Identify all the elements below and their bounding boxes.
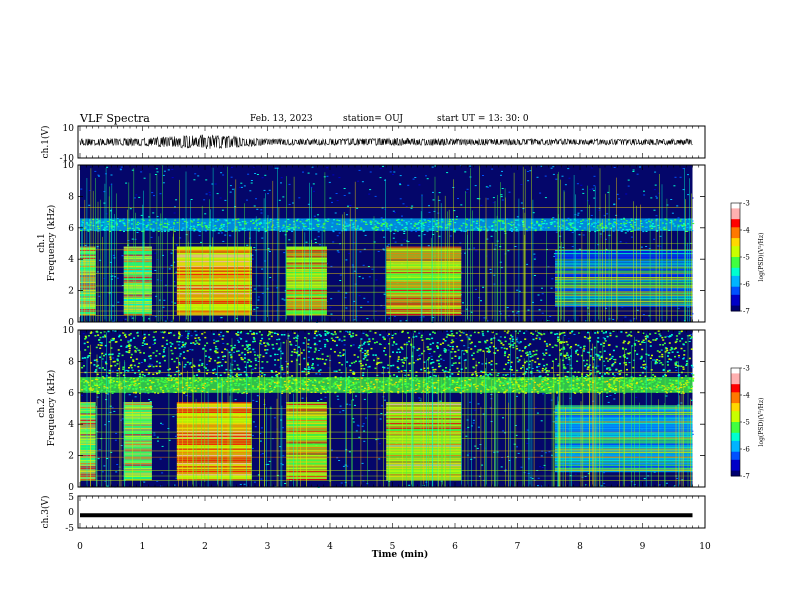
ch1-ytick-top: 10 <box>63 124 75 134</box>
spec-pulse-block <box>286 246 327 315</box>
time-tick-label: 5 <box>390 542 396 552</box>
ch3-ylabel: ch.3(V) <box>40 496 51 529</box>
ch1-spec-channel-label: ch.1 <box>37 233 47 252</box>
spec-pulse-block <box>555 249 693 307</box>
ch2-spec-ylabel: Frequency (kHz) <box>46 370 57 447</box>
ch2-spec-yticks: 0 2 4 6 8 10 <box>63 326 705 493</box>
colorbar-tick-label: -3 <box>743 200 750 208</box>
spec-pulse-block <box>176 246 252 315</box>
colorbar-tick-label: -5 <box>743 419 750 427</box>
colorbar-tick-label: -6 <box>743 281 750 289</box>
ch2-spectrogram-image <box>80 330 695 488</box>
ch1-spectrogram-image <box>80 165 695 323</box>
time-axis-title: Time (min) <box>372 549 429 560</box>
ch2-spectrogram-panel: 0 2 4 6 8 10 ch.2 Frequency (kHz) -3 -4 -5 -6 -7 l… <box>37 326 765 493</box>
spec-ytick-label: 8 <box>68 357 74 367</box>
spec-ytick-label: 6 <box>68 224 74 234</box>
colorbar-label: log(PSD)(V²/Hz) <box>758 233 765 282</box>
spec-ytick-label: 10 <box>63 161 75 171</box>
spec-pulse-block <box>80 402 96 481</box>
spec-pulse-block <box>123 246 152 315</box>
ch3-ytick-mid: 0 <box>68 508 74 518</box>
spec-pulse-block <box>555 405 693 473</box>
ch1-colorbar: -3 -4 -5 -6 -7 log(PSD)(V²/Hz) <box>730 200 765 316</box>
ch2-spec-channel-label: ch.2 <box>37 398 47 417</box>
spec-pulse-block <box>123 402 152 481</box>
spec-sferic-lines <box>80 330 692 487</box>
time-tick-label: 10 <box>699 542 711 552</box>
colorbar-tick-label: -5 <box>743 254 750 262</box>
spec-broadband-band <box>80 218 695 233</box>
start-time-label: start UT = 13: 30: 0 <box>437 114 529 124</box>
spec-ytick-label: 0 <box>68 483 74 493</box>
spec-narrowband-lines <box>80 372 693 482</box>
spec-ytick-label: 2 <box>68 287 74 297</box>
time-tick-label: 3 <box>265 542 271 552</box>
plot-title: VLF Spectra <box>80 112 150 125</box>
spec-narrowband-lines <box>80 207 693 317</box>
ch1-spectrogram-panel: 0 2 4 6 8 10 ch.1 Frequency (kHz) -3 -4 -5 -6 -7 l… <box>37 161 765 328</box>
time-axis-labels: 0 1 2 3 4 5 6 7 8 9 10 <box>77 542 711 552</box>
ch3-waveform-panel: 5 0 -5 ch.3(V) <box>40 493 706 534</box>
spec-pulse-block <box>386 246 462 315</box>
station-label: station= OUJ <box>343 114 404 124</box>
time-tick-label: 1 <box>140 542 146 552</box>
time-tick-label: 9 <box>640 542 646 552</box>
spec-broadband-band <box>80 377 694 394</box>
ch2-colorbar: -3 -4 -5 -6 -7 log(PSD)(V²/Hz) <box>730 365 765 481</box>
time-tick-label: 8 <box>577 542 583 552</box>
ch1-spec-ylabel: Frequency (kHz) <box>46 205 57 282</box>
time-tick-label: 4 <box>327 542 333 552</box>
spec-ytick-label: 8 <box>68 192 74 202</box>
ch3-frame <box>77 495 706 529</box>
ch1-waveform-trace <box>79 134 693 150</box>
colorbar-tick-label: -3 <box>743 365 750 373</box>
colorbar-tick-label: -7 <box>743 473 750 481</box>
ch1-spec-yticks: 0 2 4 6 8 10 <box>63 161 705 328</box>
spec-ytick-label: 6 <box>68 389 74 399</box>
ch1-ytick-bottom: -10 <box>60 154 75 164</box>
colorbar-tick-label: -6 <box>743 446 750 454</box>
time-axis-ticks <box>79 126 706 528</box>
colorbar-tick-label: -4 <box>743 227 750 235</box>
time-tick-label: 7 <box>515 542 521 552</box>
ch1-waveform-path <box>79 134 693 150</box>
spec-ytick-label: 2 <box>68 452 74 462</box>
ch1-spec-frame <box>77 164 706 323</box>
spec-ytick-label: 4 <box>68 255 74 265</box>
ch3-ytick-bottom: -5 <box>65 524 74 534</box>
ch1-ylabel: ch.1(V) <box>40 126 51 159</box>
time-tick-label: 0 <box>77 542 83 552</box>
colorbar-tick-label: -4 <box>743 392 750 400</box>
colorbar-label: log(PSD)(V²/Hz) <box>758 398 765 447</box>
spec-ytick-label: 10 <box>63 326 75 336</box>
spec-ytick-label: 0 <box>68 318 74 328</box>
ch1-frame <box>77 125 706 159</box>
spec-ytick-label: 4 <box>68 420 74 430</box>
spec-sferic-lines <box>81 165 692 322</box>
ch1-waveform-panel: 10 -10 ch.1(V) <box>40 124 706 164</box>
spec-pulse-block <box>176 402 252 481</box>
time-tick-label: 6 <box>452 542 458 552</box>
ch3-ytick-top: 5 <box>68 493 74 503</box>
time-tick-label: 2 <box>202 542 208 552</box>
date-label: Feb. 13, 2023 <box>250 114 313 124</box>
colorbar-tick-label: -7 <box>743 308 750 316</box>
ch2-spec-frame <box>77 329 706 488</box>
